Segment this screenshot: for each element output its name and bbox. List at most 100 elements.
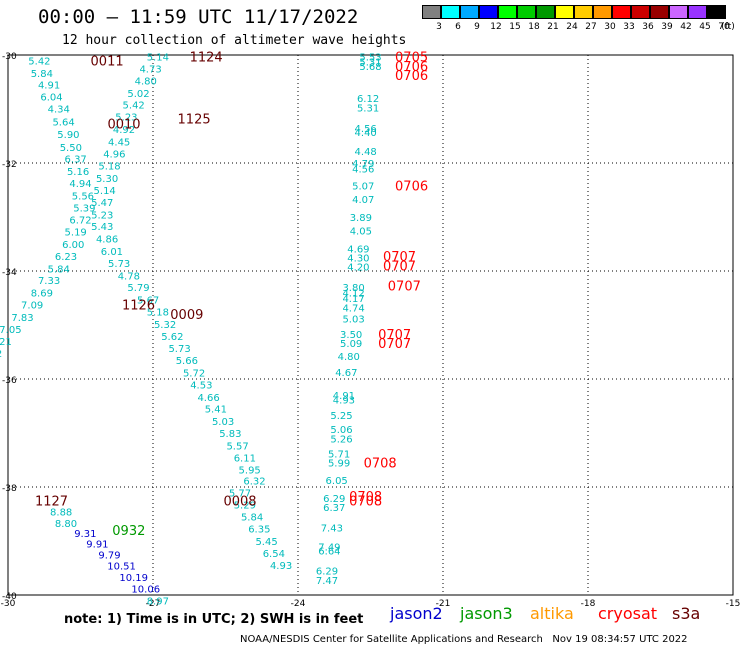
wave-height-label: 10.06 [131, 585, 160, 596]
wave-height-label: 10.51 [107, 561, 136, 572]
x-tick-label: -30 [1, 599, 16, 609]
wave-height-label: 5.83 [219, 429, 241, 440]
wave-height-label: 5.62 [161, 332, 183, 343]
colorbar-tick-label: 36 [642, 22, 654, 32]
wave-height-label: 5.09 [340, 339, 362, 350]
wave-height-label: 6.32 [243, 477, 265, 488]
pass-time-label: 0708 [349, 490, 382, 505]
wave-height-label: 9.79 [98, 551, 120, 562]
pass-time-label: 0707 [388, 280, 421, 295]
wave-height-label: 4.69 [347, 244, 369, 255]
axis-ticks: -30 -27 -24 -21 -18 -15 -30 -32 -34 -36 -38 -40 [1, 52, 740, 609]
wave-height-label: 6.23 [55, 252, 77, 263]
wave-height-label: 5.29 [234, 500, 256, 511]
wave-height-label: 4.86 [96, 235, 118, 246]
wave-height-label: 6.37 [65, 155, 87, 166]
map-frame [7, 54, 734, 596]
wave-height-label: 5.03 [342, 315, 364, 326]
colorbar-tick-label: 18 [528, 22, 540, 32]
wave-height-label: 4.73 [139, 65, 161, 76]
colorbar-swatch [441, 5, 460, 19]
satellite-legend-item: cryosat [598, 604, 658, 623]
wave-height-label: 5.31 [357, 103, 379, 114]
wave-height-label: 6.64 [318, 547, 340, 558]
wave-height-label: 5.77 [229, 488, 251, 499]
wave-height-label: 5.68 [359, 62, 381, 73]
wave-height-label: 4.20 [347, 263, 369, 274]
wave-height-label: 5.02 [127, 89, 149, 100]
wave-height-label: 5.90 [57, 130, 79, 141]
page-title: 00:00 – 11:59 UTC 11/17/2022 [38, 6, 359, 28]
wave-height-label: 4.92 [113, 125, 135, 136]
footnote: note: 1) Time is in UTC; 2) SWH is in fe… [64, 612, 364, 627]
wave-height-label: 7.49 [318, 542, 340, 553]
wave-height-label: 4.91 [333, 391, 355, 402]
pass-time-label: 0708 [349, 495, 382, 510]
pass-time-label: 0008 [223, 495, 256, 510]
page-subtitle: 12 hour collection of altimeter wave hei… [62, 33, 407, 48]
wave-height-label: 4.53 [190, 380, 212, 391]
colorbar-tick-label: 12 [490, 22, 502, 32]
satellite-legend-item: jason3 [460, 604, 513, 623]
wave-height-label: 7.47 [316, 576, 338, 587]
wave-height-label: 6.00 [62, 240, 84, 251]
wave-height-label: 5.47 [91, 198, 113, 209]
colorbar-tick-label: 24 [566, 22, 578, 32]
wave-height-label: 5.23 [91, 210, 113, 221]
wave-height-label: 7.83 [11, 313, 33, 324]
wave-height-label: 5.66 [176, 356, 198, 367]
wave-height-label: 5.31 [359, 57, 381, 68]
wave-height-label: 6.04 [40, 93, 62, 104]
wave-height-label: 7.43 [321, 524, 343, 535]
wave-height-label: 7.09 [21, 300, 43, 311]
wave-height-label: 5.45 [255, 537, 277, 548]
y-tick-label: -38 [2, 484, 17, 494]
wave-height-label: 4.56 [355, 124, 377, 135]
pass-time-label: 0009 [170, 308, 203, 323]
wave-height-label: 6.01 [101, 247, 123, 258]
wave-height-label: 4.05 [350, 227, 372, 238]
wave-height-label: 5.26 [330, 434, 352, 445]
pass-time-label: 1125 [178, 113, 211, 128]
y-tick-label: -40 [2, 592, 17, 602]
wave-height-label: 3.80 [342, 283, 364, 294]
wave-height-label: 6.72 [69, 216, 91, 227]
y-tick-label: -34 [2, 268, 17, 278]
x-tick-label: -18 [581, 599, 596, 609]
wave-height-label: 5.53 [359, 53, 381, 64]
wave-height-label: 5.14 [147, 53, 169, 64]
map-border [7, 54, 734, 596]
wave-height-label: 4.78 [118, 271, 140, 282]
pass-time-label: 0708 [364, 457, 397, 472]
colorbar-swatch [650, 5, 669, 19]
wave-height-label: 8.97 [147, 596, 169, 607]
credit-line: NOAA/NESDIS Center for Satellite Applica… [240, 634, 688, 645]
colorbar-tick-label: 3 [436, 22, 442, 32]
pass-time-label: 0707 [383, 250, 416, 265]
x-tick-label: -15 [726, 599, 740, 609]
colorbar-tick-label: 21 [547, 22, 559, 32]
colorbar-tick-label: 39 [661, 22, 673, 32]
pass-time-label: 0706 [395, 60, 428, 75]
colorbar-swatch [574, 5, 593, 19]
wave-height-label: 10.19 [119, 573, 148, 584]
pass-time-label: 0707 [383, 260, 416, 275]
wave-height-label: 4.93 [333, 396, 355, 407]
colorbar-swatch [593, 5, 612, 19]
wave-height-label: 5.32 [154, 320, 176, 331]
colorbar-swatch [707, 5, 726, 19]
wave-height-label: 8.80 [55, 519, 77, 530]
pass-time-label: 0707 [378, 328, 411, 343]
wave-height-label: 5.99 [328, 459, 350, 470]
wave-height-label: 4.66 [197, 393, 219, 404]
y-tick-label: -32 [2, 160, 17, 170]
wave-height-label: 9.31 [74, 529, 96, 540]
colorbar-swatch [631, 5, 650, 19]
wave-height-label: 6.54 [263, 549, 285, 560]
wave-height-label: 5.84 [241, 513, 263, 524]
colorbar-swatch [555, 5, 574, 19]
pass-time-label: 0932 [112, 524, 145, 539]
wave-height-label: 6.05 [326, 476, 348, 487]
colorbar-swatch [479, 5, 498, 19]
wave-height-label: 5.30 [96, 174, 118, 185]
